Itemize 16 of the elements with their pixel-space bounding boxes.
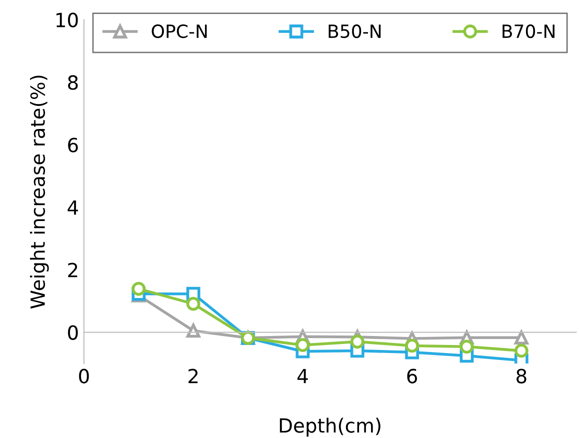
y-tick-label: 6 bbox=[68, 138, 78, 152]
y-tick-label: 10 bbox=[56, 12, 78, 28]
x-tick-label: 6 bbox=[407, 368, 418, 384]
legend-label: B70-N bbox=[502, 24, 554, 38]
y-tick-label: 4 bbox=[68, 200, 78, 215]
x-tick-label: 8 bbox=[516, 368, 526, 384]
legend-label: OPC-N bbox=[152, 24, 207, 38]
x-tick-label: 0 bbox=[79, 368, 89, 384]
x-axis-title: Depth(cm) bbox=[280, 418, 380, 437]
y-tick-label: 8 bbox=[68, 75, 78, 90]
x-tick-label: 4 bbox=[297, 368, 308, 384]
y-axis-title: Weight increase rate(%) bbox=[30, 76, 49, 309]
y-tick-label: 2 bbox=[68, 262, 78, 278]
y-tick-label: 0 bbox=[68, 325, 78, 340]
legend-label: B50-N bbox=[328, 24, 381, 38]
x-tick-label: 2 bbox=[188, 368, 198, 384]
